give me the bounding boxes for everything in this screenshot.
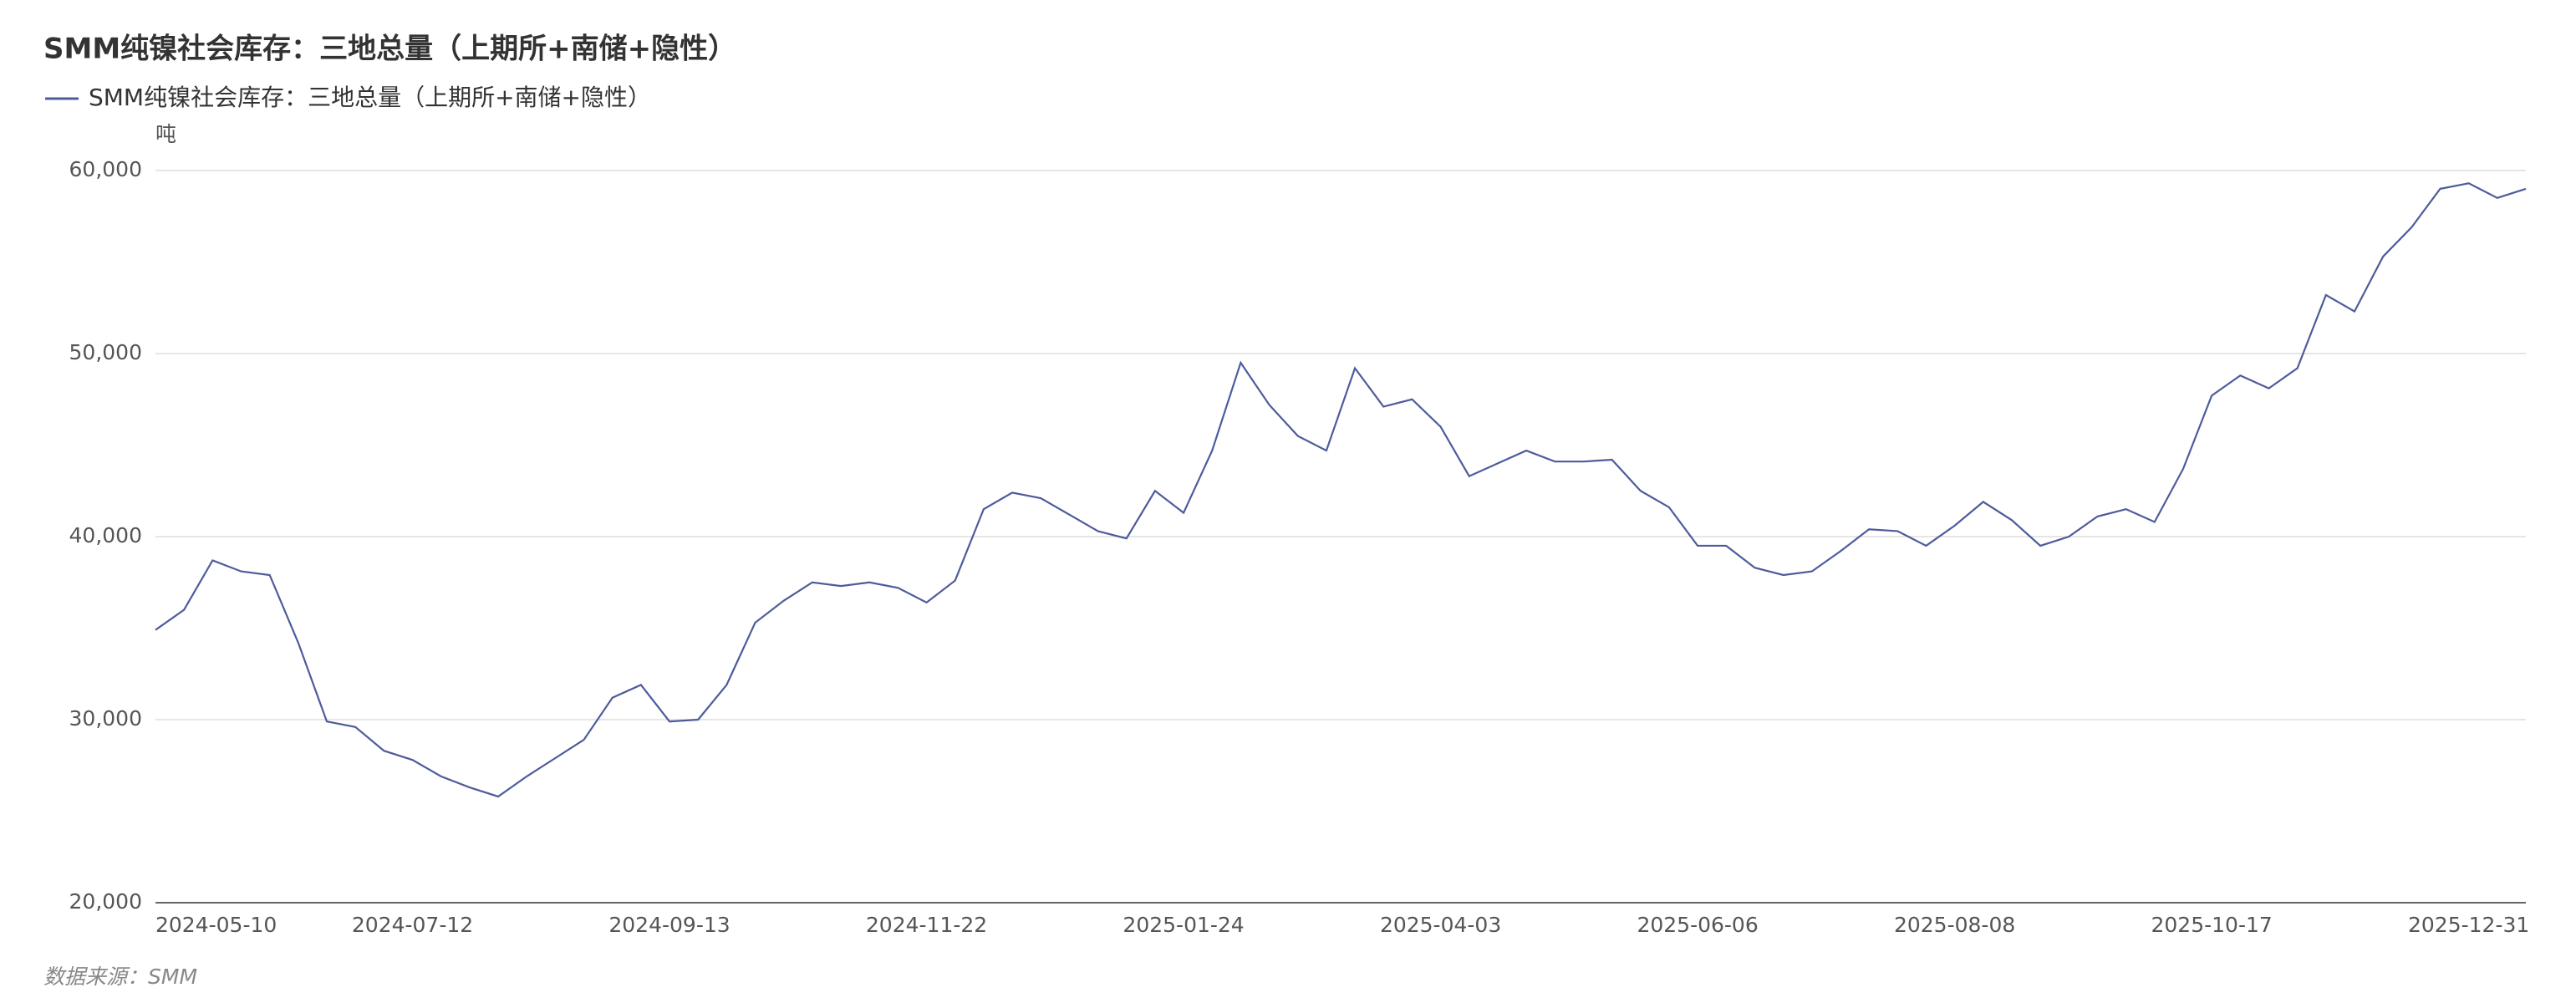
x-tick-label: 2025-04-03	[1380, 913, 1501, 937]
y-tick-label: 20,000	[69, 889, 142, 914]
chart-title: SMM纯镍社会库存：三地总量（上期所+南储+隐性）	[43, 33, 736, 66]
x-tick-label: 2025-01-24	[1123, 913, 1244, 937]
y-tick-label: 30,000	[69, 706, 142, 731]
x-tick-label: 2025-12-31	[2408, 913, 2529, 937]
x-tick-label: 2025-08-08	[1894, 913, 2015, 937]
x-tick-label: 2025-10-17	[2151, 913, 2272, 937]
x-tick-label: 2024-05-10	[155, 913, 277, 937]
y-tick-label: 40,000	[69, 523, 142, 547]
x-tick-label: 2025-06-06	[1637, 913, 1758, 937]
x-tick-label: 2024-07-12	[352, 913, 473, 937]
data-line	[155, 182, 2527, 798]
y-axis-unit: 吨	[155, 122, 176, 146]
y-tick-label: 50,000	[69, 340, 142, 364]
legend-label: SMM纯镍社会库存：三地总量（上期所+南储+隐性）	[89, 84, 651, 111]
source-note: 数据来源：SMM	[43, 965, 197, 989]
x-tick-label: 2024-11-22	[866, 913, 987, 937]
y-tick-label: 60,000	[69, 157, 142, 181]
x-tick-label: 2024-09-13	[608, 913, 730, 937]
